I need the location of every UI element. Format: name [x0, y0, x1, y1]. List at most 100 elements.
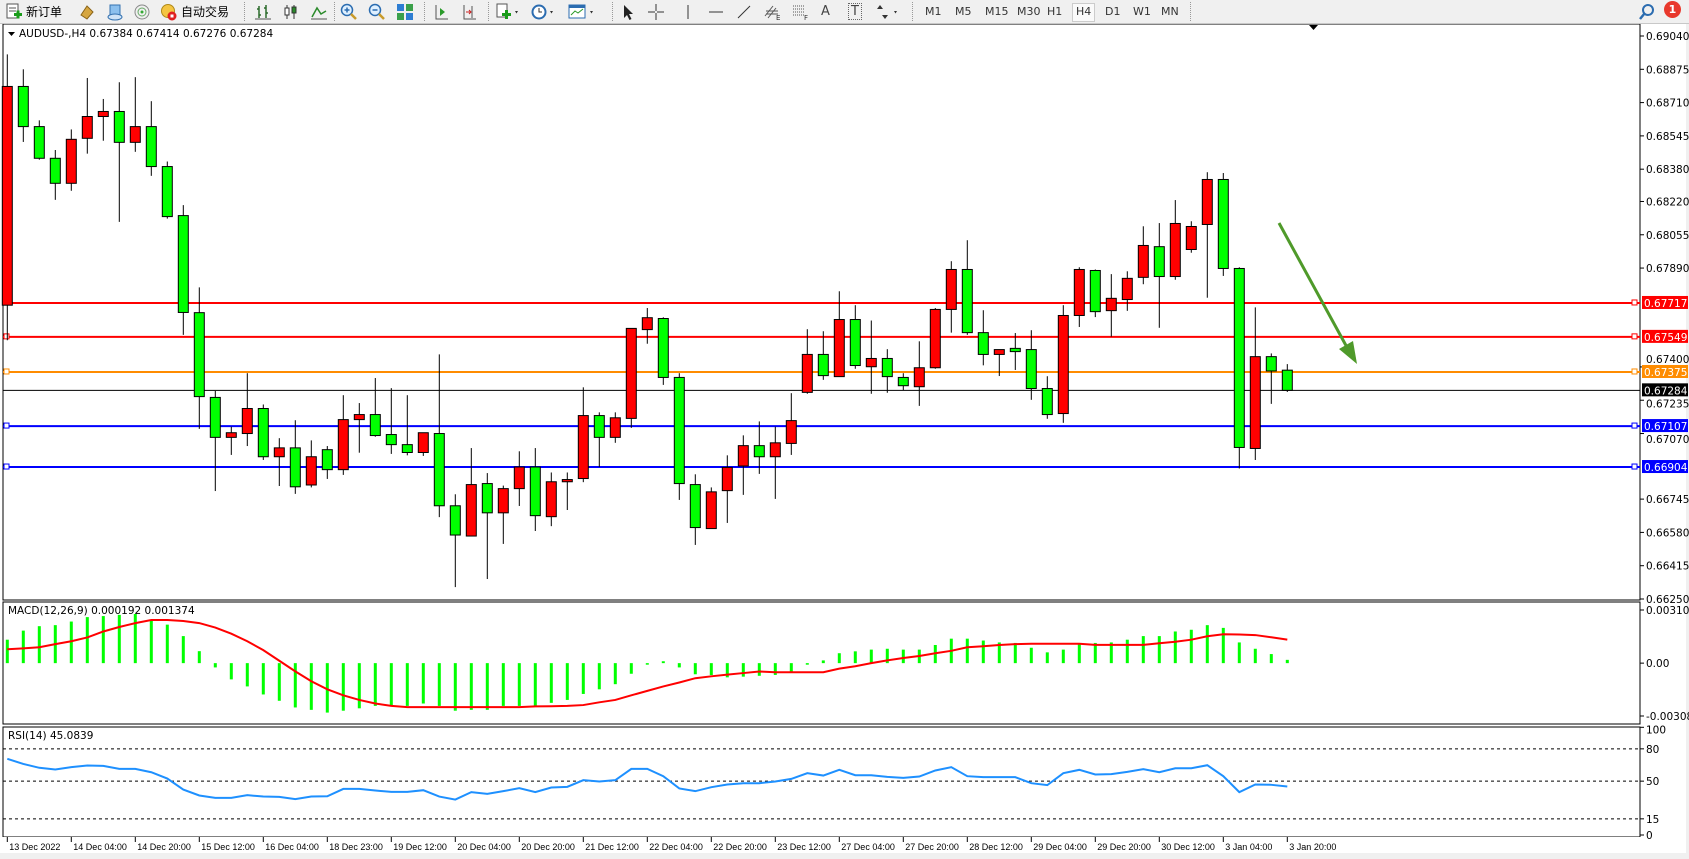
candle-body — [609, 417, 621, 438]
symbol-menu-triangle-icon[interactable] — [8, 32, 15, 36]
cursor-tool[interactable] — [619, 2, 637, 21]
search-button[interactable] — [1638, 2, 1656, 21]
timeframe-w1[interactable]: W1 — [1133, 5, 1151, 18]
level-anchor-handle[interactable] — [1631, 368, 1638, 375]
rsi-panel — [2, 726, 1641, 838]
price-tick-label: 0.68875 — [1646, 64, 1689, 76]
data-window-button[interactable] — [106, 2, 124, 21]
timeframe-h1[interactable]: H1 — [1047, 5, 1063, 18]
macd-histogram-bar — [245, 663, 249, 687]
candle-body — [17, 85, 29, 128]
rsi-line — [6, 757, 1288, 801]
equidistant-channel-tool[interactable]: E — [763, 2, 783, 21]
chart-shift-button[interactable] — [432, 2, 450, 21]
level-anchor-handle[interactable] — [3, 422, 10, 429]
indicators-button[interactable] — [495, 2, 521, 21]
candle-body — [513, 466, 525, 490]
zoom-in-button[interactable] — [340, 2, 358, 21]
candle-body — [193, 312, 205, 398]
tile-windows-button[interactable] — [396, 2, 414, 21]
level-anchor-handle[interactable] — [1631, 333, 1638, 340]
signals-button[interactable] — [133, 2, 151, 21]
auto-trading-button[interactable]: 自动交易 — [160, 2, 229, 21]
macd-histogram-bar — [821, 660, 825, 664]
level-price-badge — [1642, 419, 1688, 433]
chart-window[interactable]: 0.69040 0.68875 0.68710 0.68545 0.68380 0.682… — [0, 24, 1689, 859]
candlestick-chart-button[interactable] — [282, 2, 300, 21]
level-anchor-handle[interactable] — [1631, 299, 1638, 306]
level-price-badge — [1642, 364, 1688, 378]
trendline-tool[interactable] — [735, 2, 753, 21]
templates-button[interactable] — [568, 2, 596, 21]
bar-chart-button[interactable] — [254, 2, 272, 21]
level-anchor-handle[interactable] — [1631, 463, 1638, 470]
level-anchor-handle[interactable] — [3, 333, 10, 340]
candle-body — [1, 85, 13, 306]
timeframe-h4[interactable]: H4 — [1072, 3, 1096, 22]
candle-body — [673, 376, 685, 485]
candle-body — [161, 166, 173, 218]
crosshair-tool[interactable] — [647, 2, 665, 21]
candle-body — [273, 447, 285, 458]
price-tick-label: 0.66580 — [1646, 527, 1689, 539]
macd-histogram-bar — [293, 663, 297, 708]
price-tick-label: 0.67400 — [1646, 354, 1689, 366]
macd-tick-label: 0.00 — [1646, 658, 1669, 670]
arrows-tool[interactable] — [875, 2, 901, 21]
time-tick-label: 14 Dec 04:00 — [73, 842, 127, 852]
level-price-badge — [1642, 329, 1688, 343]
fibonacci-tool[interactable]: F — [791, 2, 811, 21]
text-tool[interactable]: A — [821, 2, 830, 21]
market-watch-button[interactable] — [78, 2, 96, 21]
notification-badge[interactable]: 1 — [1664, 1, 1681, 18]
candle-body — [1057, 314, 1069, 415]
vertical-line-icon — [687, 4, 689, 19]
line-chart-button[interactable] — [310, 2, 328, 21]
crosshair-icon — [648, 3, 664, 20]
trend-arrow-shaft[interactable] — [1277, 222, 1351, 352]
text-label-tool[interactable]: T — [848, 3, 862, 20]
candle-body — [769, 442, 781, 458]
zoom-out-button[interactable] — [368, 2, 386, 21]
level-anchor-handle[interactable] — [1631, 422, 1638, 429]
vertical-line-tool[interactable] — [679, 2, 697, 21]
macd-histogram-bar — [485, 663, 489, 710]
macd-histogram-bar — [261, 663, 265, 695]
time-tick-label: 22 Dec 04:00 — [649, 842, 703, 852]
timeframe-mn[interactable]: MN — [1161, 5, 1179, 18]
auto-trading-label: 自动交易 — [181, 5, 230, 19]
periodicity-button[interactable] — [530, 2, 556, 21]
chart-shift-marker-icon[interactable] — [1309, 25, 1318, 30]
macd-histogram-bar — [981, 640, 985, 664]
candle-body — [1105, 297, 1117, 312]
candle-body — [1025, 349, 1037, 390]
timeframe-m30[interactable]: M30 — [1017, 5, 1041, 18]
timeframe-m5[interactable]: M5 — [955, 5, 972, 18]
timeframe-d1[interactable]: D1 — [1105, 5, 1121, 18]
price-tick-label: 0.66745 — [1646, 494, 1689, 506]
macd-histogram-bar — [1045, 652, 1049, 664]
macd-histogram-bar — [1109, 642, 1113, 664]
level-anchor-handle[interactable] — [3, 463, 10, 470]
candle-body — [929, 308, 941, 369]
macd-histogram-bar — [1205, 625, 1209, 664]
candle-body — [289, 447, 301, 488]
svg-text:F: F — [804, 14, 808, 21]
macd-histogram-bar — [517, 663, 521, 706]
auto-scroll-button[interactable] — [460, 2, 478, 21]
time-tick-label: 27 Dec 20:00 — [905, 842, 959, 852]
new-order-button[interactable]: 新订单 — [5, 2, 62, 21]
template-icon — [568, 4, 593, 18]
timeframe-m15[interactable]: M15 — [985, 5, 1009, 18]
price-tick-label: 0.68710 — [1646, 98, 1689, 110]
level-anchor-handle[interactable] — [3, 368, 10, 375]
candle-body — [657, 318, 669, 378]
timeframe-m1[interactable]: M1 — [925, 5, 942, 18]
macd-histogram-bar — [181, 636, 185, 664]
macd-histogram-bar — [885, 648, 889, 664]
candle-body — [353, 414, 365, 421]
horizontal-line-tool[interactable] — [707, 2, 725, 21]
macd-histogram-bar — [725, 663, 729, 678]
candle-body — [1233, 267, 1245, 448]
toolbar-separator — [334, 2, 336, 21]
